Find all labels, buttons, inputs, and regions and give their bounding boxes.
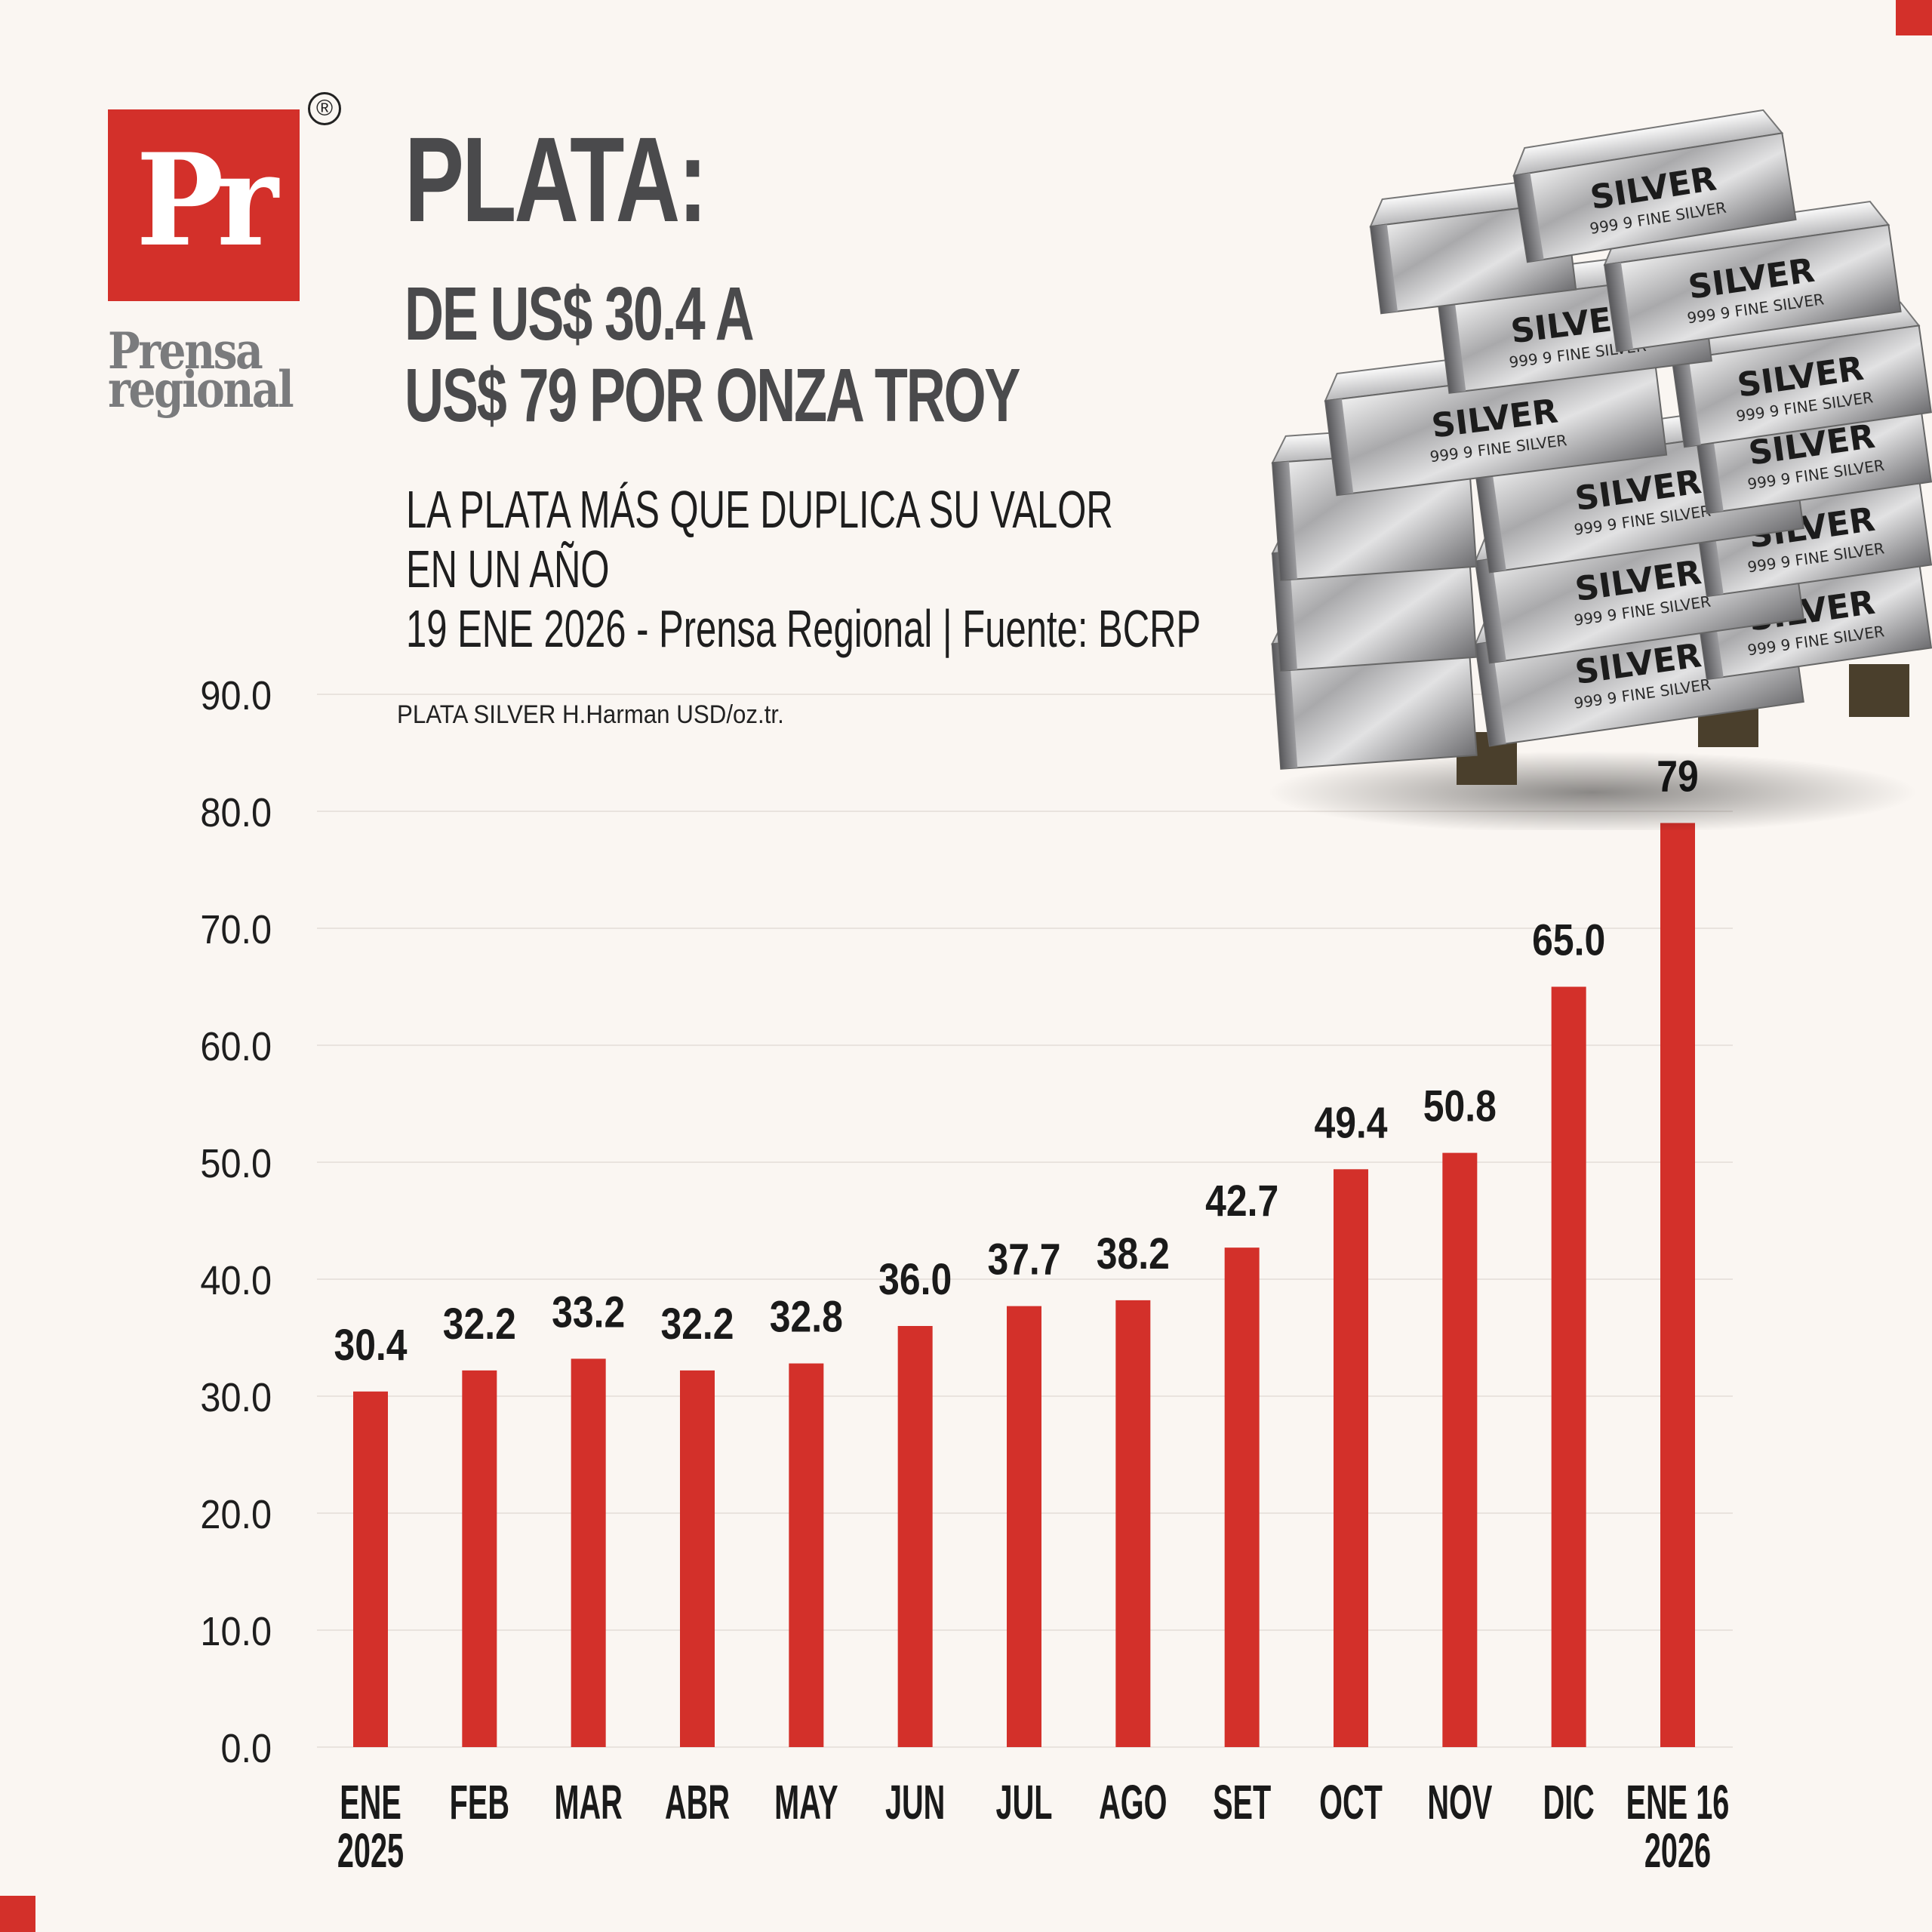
data-label: 38.2: [1097, 1229, 1170, 1278]
corner-accent-top-right: [1896, 0, 1932, 35]
y-tick-label: 60.0: [200, 1023, 272, 1069]
bar: [1660, 823, 1695, 1747]
bar: [462, 1370, 497, 1747]
site-url-part: GIONAL: [1924, 408, 1932, 608]
bar: [353, 1391, 388, 1747]
y-tick-label: 80.0: [200, 789, 272, 835]
silver-bar-side: [1475, 468, 1506, 573]
chart-title: PLATA SILVER H.Harman USD/oz.tr.: [397, 700, 784, 729]
silver-bar-side: [1513, 173, 1544, 263]
silver-bar-side: [1694, 424, 1724, 514]
silver-bar-side: [1438, 303, 1466, 393]
data-label: 65.0: [1532, 916, 1605, 964]
data-label: 33.2: [552, 1288, 625, 1337]
y-tick-label: 20.0: [200, 1491, 272, 1537]
x-tick-label: JUL: [996, 1777, 1053, 1830]
subtitle-line-2: US$ 79 POR ONZA TROY: [405, 353, 1020, 438]
bar: [1115, 1300, 1151, 1747]
silver-bar-side: [1325, 398, 1354, 496]
x-tick-label: SET: [1213, 1777, 1271, 1830]
bar: [571, 1358, 606, 1747]
y-tick-label: 50.0: [200, 1140, 272, 1186]
x-tick-label: JUN: [885, 1777, 945, 1830]
y-tick-label: 90.0: [200, 672, 272, 718]
bar: [1551, 986, 1586, 1747]
x-tick-label: 2025: [337, 1825, 404, 1878]
description: LA PLATA MÁS QUE DUPLICA SU VALOR EN UN …: [406, 480, 1201, 659]
y-tick-label: 10.0: [200, 1608, 272, 1654]
registered-mark-icon: ®: [308, 92, 341, 125]
y-tick-label: 0.0: [220, 1725, 272, 1771]
data-label: 49.4: [1314, 1099, 1387, 1147]
bar: [1224, 1247, 1260, 1747]
silver-bar-side: [1272, 461, 1297, 580]
silver-bar-side: [1272, 642, 1298, 769]
y-tick-label: 40.0: [200, 1257, 272, 1303]
bar: [1334, 1169, 1368, 1747]
data-label: 37.7: [987, 1235, 1060, 1284]
page-title: PLATA:: [405, 112, 708, 247]
byline: 19 ENE 2026 - Prensa Regional | Fuente: …: [406, 599, 1201, 659]
x-tick-label: ENE: [340, 1777, 401, 1830]
brand-wordmark: Prensa regional: [108, 321, 304, 420]
brand-wordmark-line2: regional: [108, 360, 294, 420]
x-tick-label: NOV: [1427, 1777, 1492, 1830]
bar: [789, 1363, 824, 1747]
silver-bar-side: [1475, 641, 1506, 746]
bar: [680, 1370, 715, 1747]
x-tick-label: OCT: [1319, 1777, 1383, 1830]
silver-bar-side: [1604, 262, 1634, 352]
x-tick-label: ENE 16: [1626, 1777, 1730, 1830]
subtitle-line-1: DE US$ 30.4 A: [405, 272, 755, 356]
bar: [1442, 1152, 1478, 1747]
brand-logo: Pr: [108, 109, 300, 301]
site-url-tld: .PE: [1924, 326, 1932, 409]
description-line-1: LA PLATA MÁS QUE DUPLICA SU VALOR: [406, 480, 1113, 539]
data-label: 32.8: [770, 1293, 843, 1341]
x-tick-label: ABR: [665, 1777, 730, 1830]
description-line-2: EN UN AÑO: [406, 540, 610, 599]
x-tick-label: FEB: [450, 1777, 509, 1830]
corner-accent-bottom-left: [0, 1896, 35, 1932]
data-label: 32.2: [443, 1300, 516, 1348]
brand-wordmark-line1: Prensa: [108, 321, 263, 380]
bar: [1007, 1306, 1041, 1747]
x-tick-label: DIC: [1543, 1777, 1595, 1830]
data-label: 30.4: [334, 1321, 407, 1369]
x-tick-label: MAR: [554, 1777, 622, 1830]
data-label: 50.8: [1423, 1082, 1497, 1131]
stack-shadow: [1268, 751, 1917, 830]
silver-bar-side: [1272, 552, 1297, 671]
silver-bar-side: [1672, 358, 1701, 448]
pallet-block: [1849, 664, 1909, 717]
x-tick-label: 2026: [1644, 1825, 1711, 1878]
y-tick-label: 70.0: [200, 906, 272, 952]
page-subtitle: DE US$ 30.4 A US$ 79 POR ONZA TROY: [405, 272, 1020, 438]
bar: [897, 1326, 933, 1747]
y-tick-label: 30.0: [200, 1374, 272, 1420]
data-label: 36.0: [878, 1256, 952, 1304]
silver-bar-side: [1370, 224, 1398, 314]
data-label: 32.2: [660, 1300, 734, 1348]
silver-bar-side: [1475, 558, 1506, 663]
site-url-vertical: GIONAL.PE: [1872, 45, 1932, 607]
data-label: 42.7: [1205, 1177, 1278, 1226]
x-tick-label: AGO: [1099, 1777, 1167, 1830]
x-tick-label: MAY: [774, 1777, 838, 1830]
logo-letters: Pr: [136, 125, 278, 275]
